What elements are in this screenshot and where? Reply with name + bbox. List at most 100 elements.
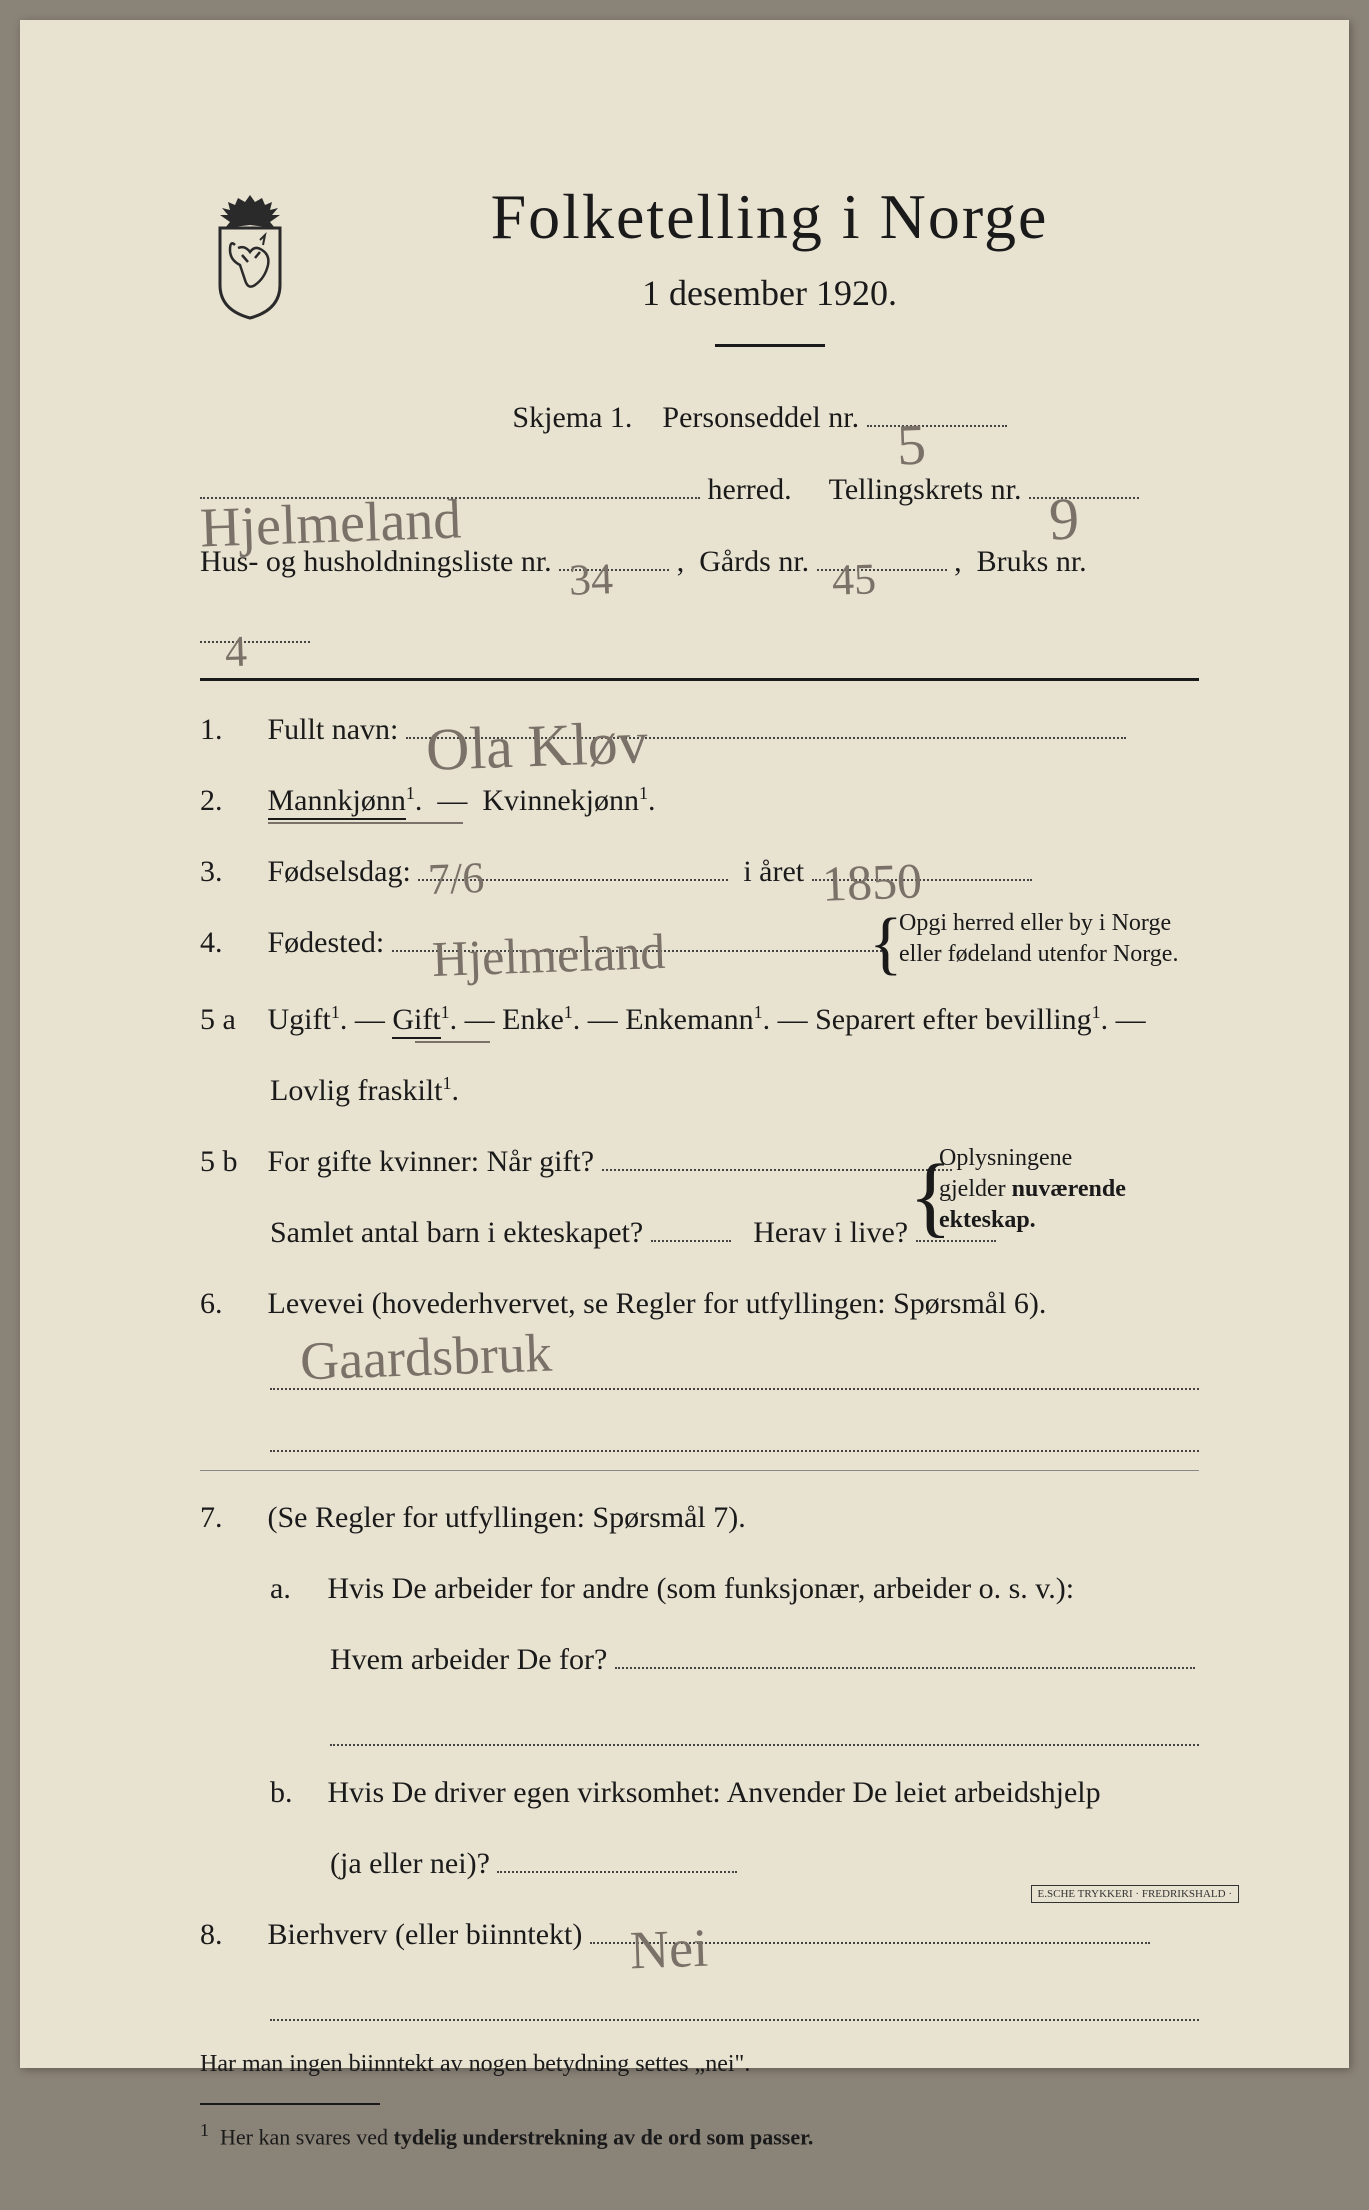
q8: 8. Bierhverv (eller biinntekt) Nei: [200, 1906, 1199, 1963]
q5a-opt-separert: Separert efter bevilling: [815, 1003, 1092, 1036]
q1-label: Fullt navn:: [268, 713, 399, 746]
q5b: 5 b For gifte kvinner: Når gift? { Oplys…: [200, 1133, 1199, 1190]
herred-line: Hjelmeland herred. Tellingskrets nr. 9: [200, 454, 1199, 526]
q4-note-2: eller fødeland utenfor Norge.: [899, 941, 1178, 967]
q6-field: Gaardsbruk: [270, 1346, 1199, 1390]
q5b-barn-field: [651, 1240, 731, 1242]
q4-note-1: Opgi herred eller by i Norge: [899, 910, 1171, 936]
q5b-num: 5 b: [200, 1133, 260, 1190]
q7b-text2: (ja eller nei)?: [330, 1847, 490, 1880]
q5b-note1: Oplysningene: [939, 1145, 1072, 1171]
rule-1: [200, 678, 1199, 681]
q1-field: Ola Kløv: [406, 737, 1126, 739]
skjema-line: Skjema 1. Personseddel nr. 5: [320, 382, 1199, 454]
q5b-note2: gjelder nuværende: [939, 1176, 1126, 1202]
q7a-line2: Hvem arbeider De for?: [200, 1631, 1199, 1688]
q5b-label1: For gifte kvinner: Når gift?: [268, 1145, 595, 1178]
header: Folketelling i Norge 1 desember 1920.: [200, 180, 1199, 372]
subtitle: 1 desember 1920.: [340, 272, 1199, 314]
q7b-label: b.: [270, 1764, 320, 1821]
q6-num: 6.: [200, 1275, 260, 1332]
footnote-text: Her kan svares ved tydelig understreknin…: [220, 2124, 813, 2149]
q5a-opt-fraskilt: Lovlig fraskilt: [270, 1074, 442, 1107]
q7a-text1: Hvis De arbeider for andre (som funksjon…: [328, 1572, 1075, 1605]
bruks-field: 4: [200, 641, 310, 643]
q1-num: 1.: [200, 701, 260, 758]
q4-field: Hjelmeland: [392, 950, 882, 952]
q3-day-value: 7/6: [427, 836, 486, 922]
q6-value: Gaardsbruk: [299, 1322, 553, 1393]
q7b-text1: Hvis De driver egen virksomhet: Anvender…: [328, 1776, 1101, 1809]
q5a-selection-underline: [415, 1041, 490, 1043]
footnote-marker: 1: [200, 2120, 209, 2140]
q4-note: { Opgi herred eller by i Norge eller fød…: [899, 908, 1199, 970]
q5b-live-field: [916, 1240, 996, 1242]
q7b-line2: (ja eller nei)?: [200, 1835, 1199, 1892]
footer-note: Har man ingen biinntekt av nogen betydni…: [200, 2051, 1199, 2078]
bruks-value: 4: [223, 599, 249, 705]
q5a: 5 a Ugift1. — Gift1. — Enke1. — Enkemann…: [200, 991, 1199, 1048]
bruks-label: Bruks nr.: [977, 545, 1087, 578]
q1: 1. Fullt navn: Ola Kløv: [200, 701, 1199, 758]
q5a-opt-ugift: Ugift: [268, 1003, 331, 1036]
q7a-text2: Hvem arbeider De for?: [330, 1643, 607, 1676]
husliste-line: Hus- og husholdningsliste nr. 34 , Gårds…: [200, 526, 1199, 670]
q3-label: Fødselsdag:: [268, 855, 411, 888]
q6-label: Levevei (hovederhvervet, se Regler for u…: [268, 1287, 1047, 1320]
personseddel-label: Personseddel nr.: [662, 401, 859, 434]
q3: 3. Fødselsdag: 7/6 i året 1850: [200, 843, 1199, 900]
rule-2: [200, 1470, 1199, 1471]
q7a-field: [615, 1667, 1195, 1669]
coat-of-arms-icon: [200, 190, 300, 320]
q5b-label3: Herav i live?: [753, 1216, 908, 1249]
q5a-cont: Lovlig fraskilt1.: [200, 1062, 1199, 1119]
q6: 6. Levevei (hovederhvervet, se Regler fo…: [200, 1275, 1199, 1332]
q5b-gift-field: [602, 1169, 952, 1171]
footnote: 1 Her kan svares ved tydelig understrekn…: [200, 2120, 1199, 2150]
q5b-label2: Samlet antal barn i ekteskapet?: [270, 1216, 643, 1249]
q7: 7. (Se Regler for utfyllingen: Spørsmål …: [200, 1489, 1199, 1546]
q2-kvinne: Kvinnekjønn: [482, 784, 639, 817]
q5a-opt-enke: Enke: [502, 1003, 564, 1036]
title-rule: [715, 344, 825, 347]
q2-num: 2.: [200, 772, 260, 829]
gards-value: 45: [830, 526, 878, 633]
q6-field-2: [270, 1408, 1199, 1452]
q5a-opt-gift: Gift: [392, 1003, 440, 1039]
census-form-page: Folketelling i Norge 1 desember 1920. Sk…: [20, 20, 1349, 2068]
q2-mann: Mannkjønn: [268, 784, 406, 820]
herred-label: herred.: [708, 473, 792, 506]
q3-num: 3.: [200, 843, 260, 900]
footnote-rule: [200, 2103, 380, 2105]
q7b-field: [497, 1871, 737, 1873]
q2: 2. Mannkjønn1. — Kvinnekjønn1.: [200, 772, 1199, 829]
husliste-label: Hus- og husholdningsliste nr.: [200, 545, 552, 578]
q3-year-field: 1850: [812, 879, 1032, 881]
skjema-label: Skjema 1.: [512, 401, 632, 434]
q4-num: 4.: [200, 914, 260, 971]
q7-label: (Se Regler for utfyllingen: Spørsmål 7).: [268, 1501, 746, 1534]
q8-field-2: [270, 1977, 1199, 2021]
q7-num: 7.: [200, 1489, 260, 1546]
printer-mark: E.SCHE TRYKKERI · FREDRIKSHALD ·: [1031, 1885, 1239, 1903]
q7a-field-2: [330, 1702, 1199, 1746]
personseddel-field: 5: [867, 425, 1007, 427]
tellingskrets-field: 9: [1029, 497, 1139, 499]
gards-label: Gårds nr.: [699, 545, 809, 578]
q5b-line2: Samlet antal barn i ekteskapet? Herav i …: [200, 1204, 1199, 1261]
q5a-num: 5 a: [200, 991, 260, 1048]
q3-year-label: i året: [743, 855, 804, 888]
q7b: b. Hvis De driver egen virksomhet: Anven…: [200, 1764, 1199, 1821]
q4-label: Fødested:: [268, 926, 385, 959]
husliste-value: 34: [567, 526, 615, 633]
q8-field: Nei: [590, 1942, 1150, 1944]
main-title: Folketelling i Norge: [340, 180, 1199, 254]
gards-field: 45: [817, 569, 947, 571]
q3-day-field: 7/6: [418, 879, 728, 881]
q5a-opt-enkemann: Enkemann: [625, 1003, 753, 1036]
title-block: Folketelling i Norge 1 desember 1920.: [340, 180, 1199, 372]
herred-field: Hjelmeland: [200, 497, 700, 499]
q7a-label: a.: [270, 1560, 320, 1617]
q2-selection-underline: [268, 822, 463, 824]
q8-label: Bierhverv (eller biinntekt): [268, 1918, 583, 1951]
